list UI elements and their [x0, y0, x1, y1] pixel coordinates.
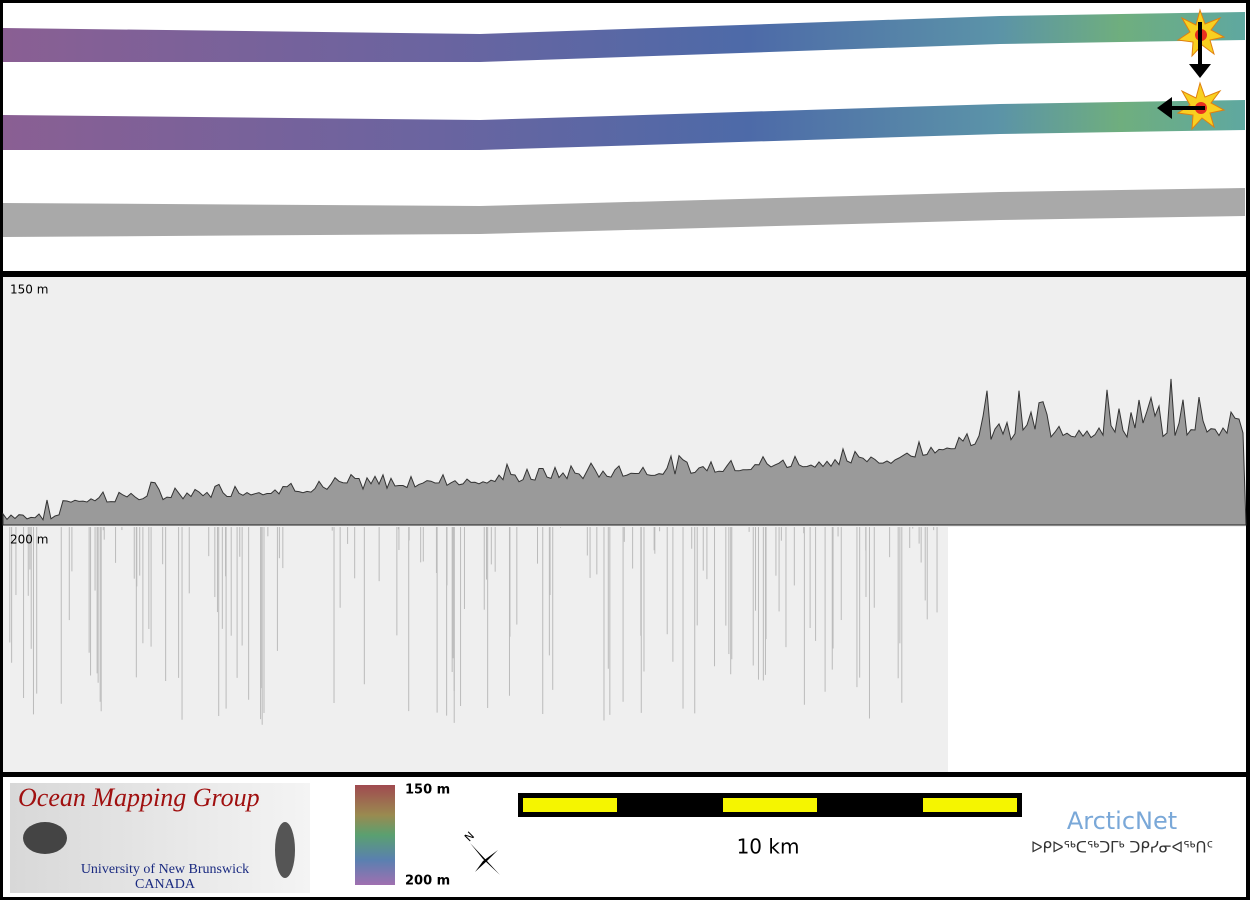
- logo-image: [275, 822, 295, 878]
- scale-segment: [523, 798, 617, 812]
- bathymetry-strip: [3, 100, 1245, 150]
- backscatter-strip: [3, 188, 1245, 237]
- partner-name: ArcticNet: [1067, 807, 1177, 835]
- scale-segment: [723, 798, 817, 812]
- bathymetry-strip: [3, 12, 1245, 62]
- start-marker: [1176, 8, 1226, 78]
- seabed-echo: [2, 378, 1247, 526]
- scale-segment: [923, 798, 1017, 812]
- colorbar: [355, 785, 395, 885]
- logo-title: Ocean Mapping Group: [18, 783, 260, 812]
- no-data-area: [948, 527, 1246, 772]
- depth-label: 200 m: [10, 533, 48, 547]
- colorbar-label: 200 m: [405, 874, 450, 889]
- logo-university: University of New Brunswick: [81, 862, 249, 877]
- partner-syllabics: ᐅᑭᐅᖅᑕᖅᑐᒥᒃ ᑐᑭᓯᓂᐊᖅᑎᑦ: [1031, 839, 1213, 857]
- profile-echo: [2, 378, 1247, 725]
- end-marker: [1157, 81, 1226, 131]
- logo-country: CANADA: [135, 877, 196, 892]
- scale-label: 10 km: [737, 835, 800, 859]
- logo-image: [23, 822, 67, 854]
- depth-label: 150 m: [10, 283, 48, 297]
- colorbar-label: 150 m: [405, 783, 450, 798]
